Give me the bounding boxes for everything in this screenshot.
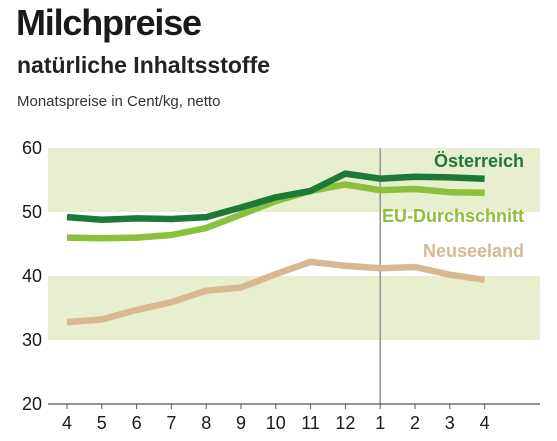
y-tick-label-1: 50 — [22, 202, 42, 222]
x-tick-label-5: 9 — [236, 413, 246, 433]
series-line-1 — [66, 181, 485, 242]
series-lines — [66, 170, 486, 326]
series-label-2: Neuseeland — [423, 241, 524, 261]
y-tick-label-4: 20 — [22, 394, 42, 414]
x-tick-label-11: 3 — [445, 413, 455, 433]
x-tick-label-2: 6 — [132, 413, 142, 433]
y-tick-label-0: 60 — [22, 138, 42, 158]
grid-band-1 — [48, 276, 540, 340]
series-label-1: EU-Durchschnitt — [382, 206, 524, 226]
series-line-2 — [66, 258, 486, 326]
x-tick-label-7: 11 — [301, 413, 320, 433]
x-tick-label-0: 4 — [62, 413, 72, 433]
x-tick-label-12: 4 — [480, 413, 490, 433]
y-axis-unit-label: Monatspreise in Cent/kg, netto — [17, 93, 221, 110]
x-tick-label-10: 2 — [410, 413, 420, 433]
series-line-0 — [66, 170, 485, 223]
chart-subtitle: natürliche Inhaltsstoffe — [17, 52, 271, 78]
series-labels: Österreich EU-Durchschnitt Neuseeland — [382, 151, 524, 261]
x-tick-label-6: 10 — [266, 413, 286, 433]
y-tick-label-2: 40 — [22, 266, 42, 286]
x-tick-label-1: 5 — [97, 413, 107, 433]
x-tick-label-9: 1 — [375, 413, 385, 433]
x-tick-label-3: 7 — [166, 413, 176, 433]
series-label-0: Österreich — [434, 151, 524, 171]
x-tick-label-8: 12 — [335, 413, 355, 433]
chart-title: Milchpreise — [16, 2, 202, 43]
y-tick-label-3: 30 — [22, 330, 42, 350]
x-tick-label-4: 8 — [201, 413, 211, 433]
